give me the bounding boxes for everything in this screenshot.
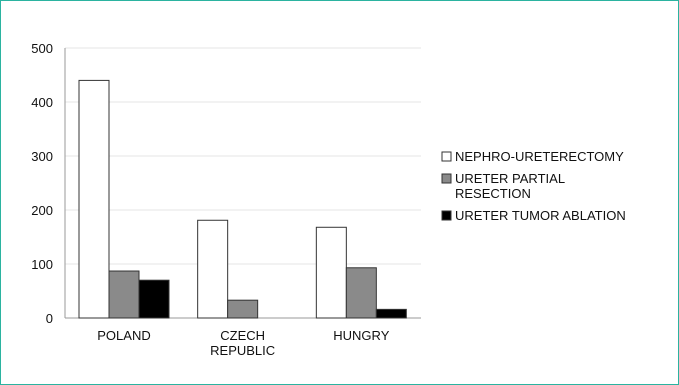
- x-tick-label: HUNGRY: [333, 328, 389, 343]
- legend-label: RESECTION: [455, 186, 531, 201]
- x-tick-label: REPUBLIC: [210, 343, 275, 358]
- bar-1-3: [316, 227, 346, 318]
- x-tick-label: POLAND: [97, 328, 150, 343]
- legend-swatch: [442, 174, 451, 183]
- bar-1-2: [198, 220, 228, 318]
- bar-2-1: [109, 271, 139, 318]
- legend-label: NEPHRO-URETERECTOMY: [455, 149, 624, 164]
- legend-label: URETER TUMOR ABLATION: [455, 208, 626, 223]
- y-tick-label: 200: [31, 203, 53, 218]
- legend-label: URETER PARTIAL: [455, 171, 565, 186]
- y-tick-label: 100: [31, 257, 53, 272]
- bar-3-1: [139, 280, 169, 318]
- legend-swatch: [442, 152, 451, 161]
- bar-3-3: [376, 309, 406, 318]
- y-tick-label: 400: [31, 95, 53, 110]
- bar-2-2: [228, 300, 258, 318]
- x-tick-label: CZECH: [220, 328, 265, 343]
- bar-2-3: [346, 268, 376, 318]
- legend-swatch: [442, 211, 451, 220]
- y-tick-label: 0: [46, 311, 53, 326]
- y-tick-label: 300: [31, 149, 53, 164]
- bar-1-1: [79, 80, 109, 318]
- y-tick-label: 500: [31, 41, 53, 56]
